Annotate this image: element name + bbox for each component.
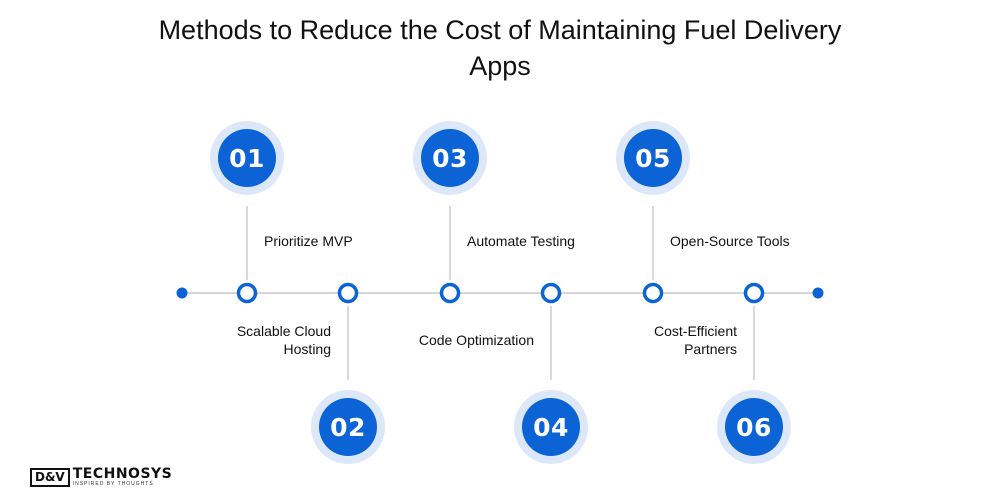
timeline-node-02 (337, 282, 359, 304)
logo-tagline: INSPIRED BY THOUGHTS (72, 481, 154, 487)
timeline-node-01 (236, 282, 258, 304)
company-logo: D&V TECHNOSYS INSPIRED BY THOUGHTS (30, 467, 172, 487)
timeline-start-dot (176, 287, 188, 299)
step-number: 04 (522, 398, 580, 456)
logo-mark: D&V (30, 467, 70, 487)
step-badge-01: 01 (210, 121, 284, 195)
step-number: 03 (421, 129, 479, 187)
step-number: 02 (319, 398, 377, 456)
step-number: 06 (725, 398, 783, 456)
logo-name: TECHNOSYS (72, 466, 173, 482)
step-label-06: Cost-Efficient Partners (654, 323, 737, 357)
step-label-04: Code Optimization (418, 332, 534, 348)
step-badge-03: 03 (413, 121, 487, 195)
step-number: 01 (218, 129, 276, 187)
step-number: 05 (624, 129, 682, 187)
page-title: Methods to Reduce the Cost of Maintainin… (158, 15, 842, 81)
step-badge-02: 02 (311, 390, 385, 464)
step-label-05: Open-Source Tools (670, 233, 790, 249)
step-badge-05: 05 (616, 121, 690, 195)
step-label-02: Scalable Cloud Hosting (236, 323, 331, 357)
step-badge-06: 06 (717, 390, 791, 464)
timeline-node-05 (642, 282, 664, 304)
step-label-01: Prioritize MVP (264, 233, 353, 249)
step-badge-04: 04 (514, 390, 588, 464)
step-label-03: Automate Testing (467, 233, 575, 249)
timeline-end-dot (812, 287, 824, 299)
timeline-node-06 (743, 282, 765, 304)
timeline-node-04 (540, 282, 562, 304)
timeline-node-03 (439, 282, 461, 304)
